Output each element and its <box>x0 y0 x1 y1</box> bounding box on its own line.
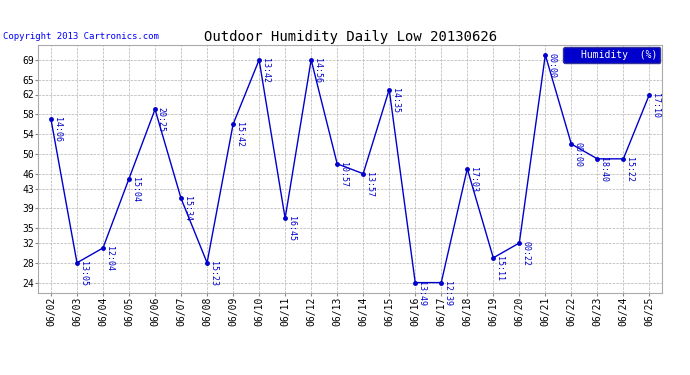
Text: Copyright 2013 Cartronics.com: Copyright 2013 Cartronics.com <box>3 32 159 41</box>
Title: Outdoor Humidity Daily Low 20130626: Outdoor Humidity Daily Low 20130626 <box>204 30 497 44</box>
Text: 10:57: 10:57 <box>339 162 348 187</box>
Text: 13:05: 13:05 <box>79 261 88 286</box>
Text: 15:04: 15:04 <box>131 177 140 202</box>
Text: 16:45: 16:45 <box>287 216 296 241</box>
Text: 14:35: 14:35 <box>391 88 400 112</box>
Text: 15:34: 15:34 <box>183 196 192 222</box>
Legend: Humidity  (%): Humidity (%) <box>562 47 660 63</box>
Text: 20:25: 20:25 <box>157 107 166 132</box>
Text: 12:04: 12:04 <box>105 246 114 271</box>
Text: 00:22: 00:22 <box>521 241 530 266</box>
Text: 15:22: 15:22 <box>625 157 634 182</box>
Text: 15:23: 15:23 <box>209 261 218 286</box>
Text: 14:56: 14:56 <box>313 58 322 83</box>
Text: 17:10: 17:10 <box>651 93 660 117</box>
Text: 18:40: 18:40 <box>599 157 608 182</box>
Text: 00:00: 00:00 <box>547 53 556 78</box>
Text: 1: 1 <box>568 47 575 57</box>
Text: 17:03: 17:03 <box>469 167 478 192</box>
Text: 15:11: 15:11 <box>495 256 504 281</box>
Text: 12:39: 12:39 <box>443 280 452 306</box>
Text: 13:57: 13:57 <box>365 172 374 197</box>
Text: 13:42: 13:42 <box>261 58 270 83</box>
Text: 13:49: 13:49 <box>417 280 426 306</box>
Text: 14:06: 14:06 <box>52 117 62 142</box>
Text: 00:00: 00:00 <box>573 142 582 167</box>
Text: 15:42: 15:42 <box>235 122 244 147</box>
